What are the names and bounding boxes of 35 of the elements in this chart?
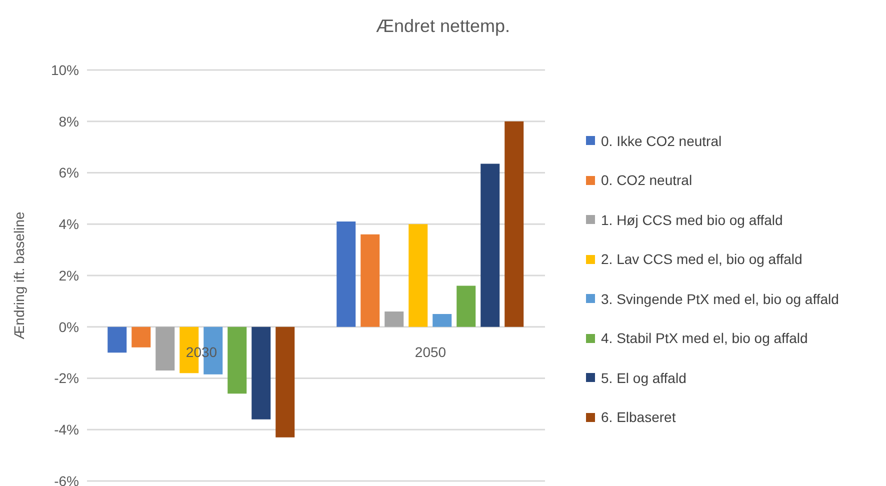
y-tick-label: 8% [58, 113, 79, 130]
bar [504, 121, 524, 327]
legend-label: 6. Elbaseret [601, 409, 676, 426]
bar [360, 234, 380, 327]
bar [408, 224, 428, 327]
legend-label: 0. Ikke CO2 neutral [601, 132, 722, 149]
bar [108, 326, 127, 353]
bar [456, 286, 476, 327]
legend-label: 3. Svingende PtX med el, bio og affald [601, 290, 839, 307]
chart-title: Ændret nettemp. [374, 16, 512, 37]
bar [384, 311, 404, 327]
bar [252, 326, 271, 420]
legend-label: 5. El og affald [601, 370, 686, 386]
legend-label: 0. CO2 neutral [601, 172, 692, 188]
bar [480, 164, 500, 327]
x-tick-label: 2030 [186, 344, 218, 360]
y-tick-label: 10% [50, 62, 79, 78]
y-tick-label: 6% [58, 164, 79, 181]
legend-label: 2. Lav CCS med el, bio og affald [601, 251, 802, 268]
y-tick-label: -4% [54, 422, 79, 438]
bar [276, 326, 295, 438]
y-axis-title: Ændring ift. baseline [10, 211, 27, 340]
y-tick-label: 4% [58, 216, 79, 232]
bar [156, 326, 175, 371]
bar [228, 326, 247, 394]
bar [132, 326, 151, 348]
y-tick-label: -6% [54, 472, 79, 486]
bar [432, 314, 452, 327]
bar [336, 222, 356, 327]
legend-label: 4. Stabil PtX med el, bio og affald [601, 330, 808, 346]
y-tick-label: 0% [58, 318, 79, 335]
x-tick-label: 2050 [414, 344, 446, 360]
y-tick-label: 2% [58, 267, 79, 284]
y-tick-label: -2% [54, 370, 79, 386]
legend-label: 1. Høj CCS med bio og affald [601, 212, 783, 228]
